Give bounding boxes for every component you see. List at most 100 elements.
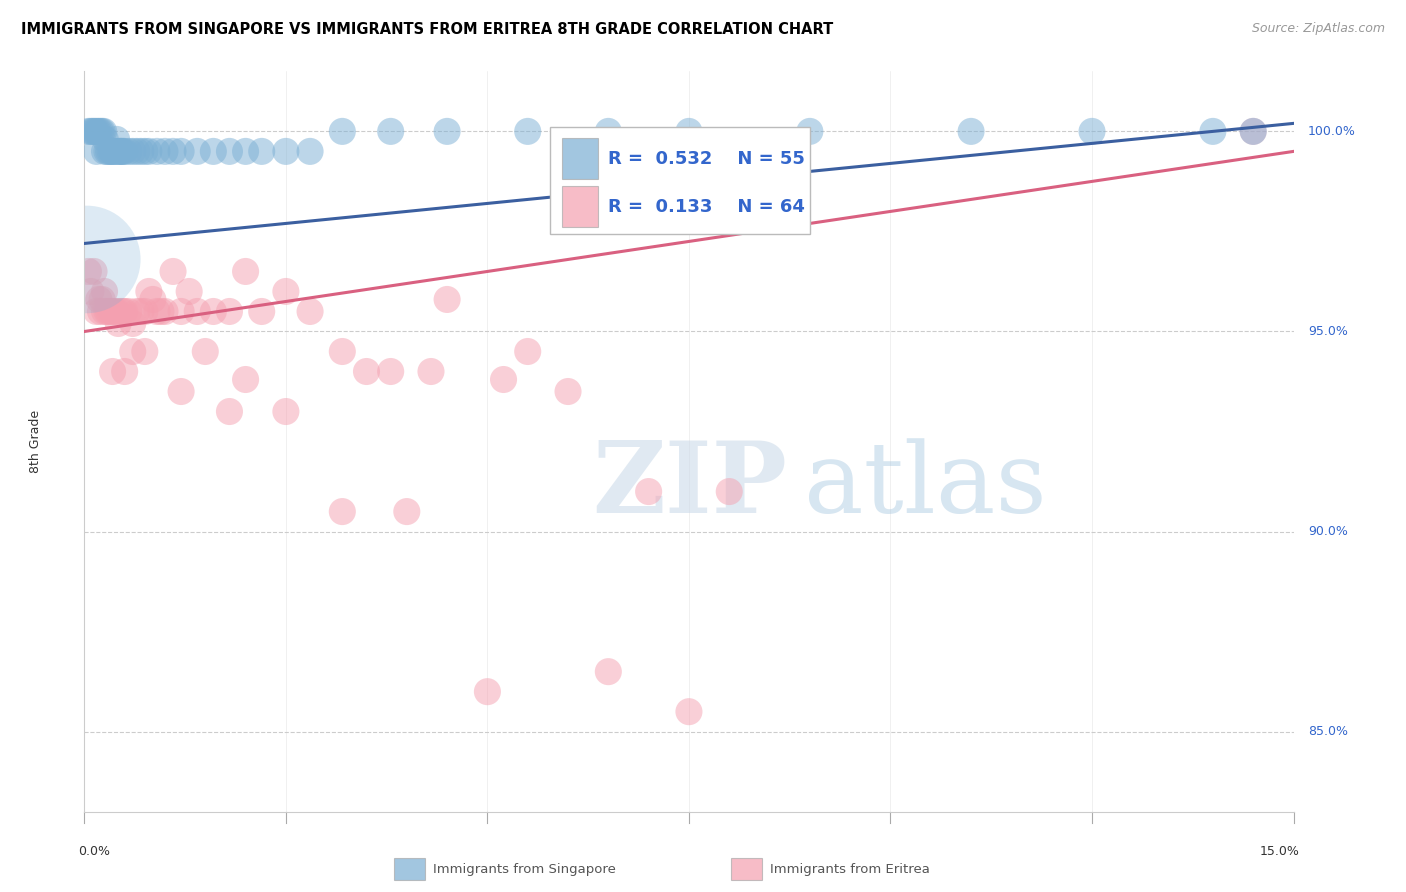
Point	[274, 404, 297, 418]
Point	[356, 364, 378, 378]
Point	[89, 304, 111, 318]
Point	[274, 285, 297, 299]
Point	[598, 124, 620, 138]
Point	[134, 344, 156, 359]
Point	[110, 145, 132, 159]
Point	[105, 304, 128, 318]
Point	[678, 124, 700, 138]
Point	[138, 285, 160, 299]
Text: atlas: atlas	[804, 438, 1046, 533]
Point	[134, 304, 156, 318]
Point	[91, 293, 114, 307]
Point	[330, 505, 353, 519]
Point	[107, 145, 129, 159]
Point	[104, 145, 127, 159]
Point	[170, 384, 193, 399]
Point	[330, 344, 353, 359]
Point	[96, 304, 118, 318]
Point	[134, 145, 156, 159]
Point	[637, 484, 659, 499]
Point	[186, 145, 208, 159]
Text: 0.0%: 0.0%	[79, 845, 110, 858]
Point	[380, 124, 402, 138]
Point	[91, 124, 114, 138]
Point	[170, 304, 193, 318]
Point	[87, 124, 110, 138]
Point	[96, 145, 118, 159]
Point	[170, 145, 193, 159]
Point	[77, 264, 100, 278]
Point	[235, 372, 257, 386]
Point	[557, 384, 579, 399]
Point	[598, 665, 620, 679]
Point	[146, 145, 169, 159]
Point	[98, 145, 121, 159]
Point	[153, 145, 176, 159]
Point	[202, 145, 225, 159]
Point	[121, 145, 143, 159]
Text: 8th Grade: 8th Grade	[30, 410, 42, 473]
Point	[194, 344, 217, 359]
Point	[436, 293, 458, 307]
Point	[718, 484, 741, 499]
Point	[83, 124, 105, 138]
Point	[101, 304, 124, 318]
Point	[82, 124, 104, 138]
Point	[218, 404, 240, 418]
Text: Immigrants from Eritrea: Immigrants from Eritrea	[770, 863, 931, 876]
Point	[516, 344, 538, 359]
Point	[380, 364, 402, 378]
Point	[153, 304, 176, 318]
Point	[97, 304, 120, 318]
Point	[80, 124, 103, 138]
Point	[235, 264, 257, 278]
Point	[125, 304, 148, 318]
Point	[1202, 124, 1225, 138]
Point	[516, 124, 538, 138]
Point	[186, 304, 208, 318]
Point	[250, 304, 273, 318]
Point	[678, 705, 700, 719]
Text: 95.0%: 95.0%	[1308, 325, 1348, 338]
Text: Immigrants from Singapore: Immigrants from Singapore	[433, 863, 616, 876]
Point	[436, 124, 458, 138]
Point	[218, 145, 240, 159]
Text: ZIP: ZIP	[592, 437, 787, 534]
Point	[129, 304, 152, 318]
Point	[202, 304, 225, 318]
Point	[97, 145, 120, 159]
Point	[93, 285, 115, 299]
Point	[118, 145, 141, 159]
Point	[114, 364, 136, 378]
Point	[86, 145, 108, 159]
Text: 15.0%: 15.0%	[1260, 845, 1299, 858]
FancyBboxPatch shape	[562, 138, 599, 178]
Point	[77, 124, 100, 138]
Point	[76, 252, 98, 267]
Point	[114, 145, 136, 159]
Text: 100.0%: 100.0%	[1308, 125, 1355, 138]
Point	[330, 124, 353, 138]
Point	[121, 344, 143, 359]
Point	[1081, 124, 1104, 138]
Point	[146, 304, 169, 318]
Text: R =  0.532    N = 55: R = 0.532 N = 55	[607, 150, 804, 168]
Point	[274, 145, 297, 159]
Point	[129, 145, 152, 159]
Point	[799, 124, 821, 138]
Point	[83, 264, 105, 278]
Point	[477, 684, 499, 698]
Point	[114, 304, 136, 318]
Point	[235, 145, 257, 159]
Point	[101, 364, 124, 378]
FancyBboxPatch shape	[562, 186, 599, 227]
Point	[101, 145, 124, 159]
Point	[86, 304, 108, 318]
Point	[110, 145, 132, 159]
Point	[93, 304, 115, 318]
Text: R =  0.133    N = 64: R = 0.133 N = 64	[607, 198, 804, 216]
Text: 90.0%: 90.0%	[1308, 525, 1348, 538]
Point	[492, 372, 515, 386]
Text: 85.0%: 85.0%	[1308, 725, 1348, 739]
Point	[93, 145, 115, 159]
